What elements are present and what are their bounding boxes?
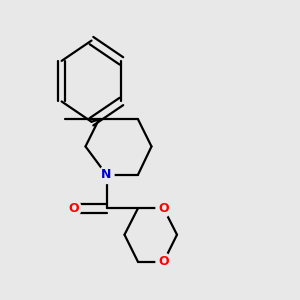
Circle shape: [99, 166, 114, 184]
Text: N: N: [101, 168, 112, 181]
Circle shape: [156, 200, 171, 217]
Circle shape: [66, 200, 81, 217]
Text: O: O: [158, 255, 169, 268]
Circle shape: [156, 253, 171, 271]
Text: O: O: [68, 202, 79, 215]
Text: O: O: [158, 202, 169, 215]
